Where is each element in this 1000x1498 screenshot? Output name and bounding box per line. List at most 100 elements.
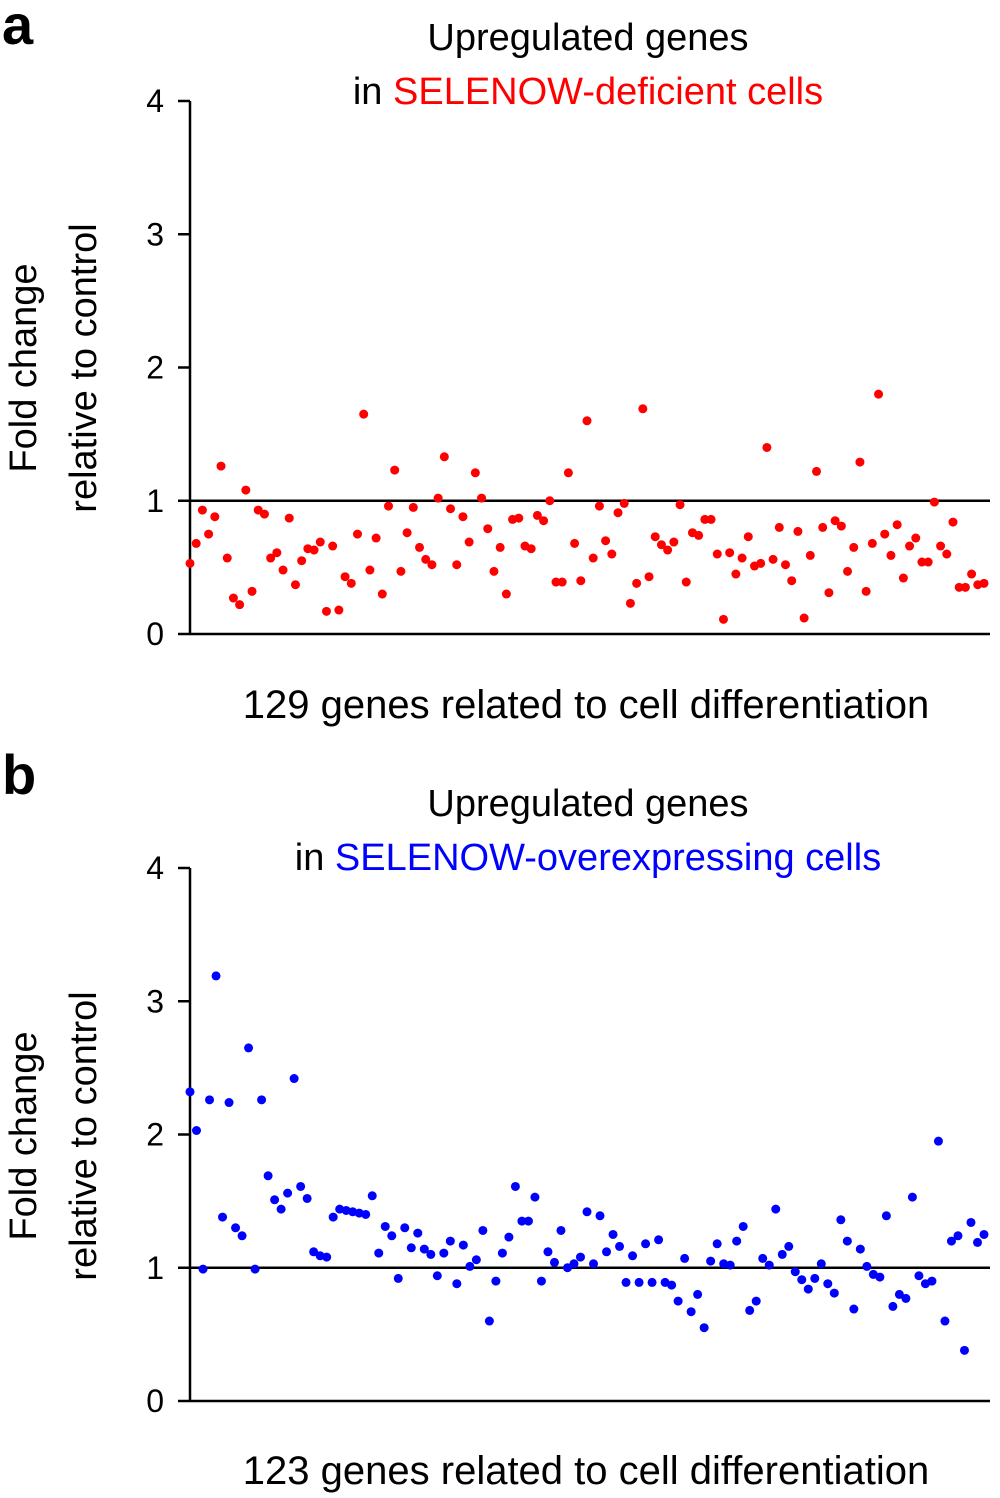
panel-a-data-point xyxy=(812,466,822,476)
panel-a-data-point xyxy=(334,605,344,615)
panel-a-data-point xyxy=(936,541,946,551)
panel-b-data-point xyxy=(237,1231,247,1241)
panel-b-data-point xyxy=(667,1280,677,1290)
panel-a-xlabel: 129 genes related to cell differentiatio… xyxy=(243,683,929,727)
panel-b-data-point xyxy=(283,1188,293,1198)
panel-b-data-point xyxy=(712,1239,722,1249)
panel-b-data-point xyxy=(198,1264,208,1274)
panel-b-data-point xyxy=(641,1239,651,1249)
panel-b-letter: b xyxy=(2,743,36,806)
panel-a-data-point xyxy=(793,526,803,536)
panel-a-y-tick-label: 0 xyxy=(146,616,164,652)
panel-b-data-point xyxy=(673,1296,683,1306)
panel-b-data-point xyxy=(361,1209,371,1219)
panel-b-data-point xyxy=(654,1235,664,1245)
panel-b-data-point xyxy=(185,1087,195,1097)
panel-a-data-point xyxy=(563,468,573,478)
panel-a-data-point xyxy=(365,565,375,575)
panel-a-data-point xyxy=(725,548,735,558)
panel-a-data-point xyxy=(656,540,666,550)
panel-b-data-point xyxy=(400,1223,410,1233)
panel-a-data-point xyxy=(210,512,220,522)
panel-a-data-point xyxy=(495,542,505,552)
panel-a-data-point xyxy=(960,582,970,592)
panel-b-data-point xyxy=(966,1217,976,1227)
panel-b: b Upregulated genes in SELENOW-overexpre… xyxy=(2,743,990,1493)
panel-a-data-point xyxy=(501,589,511,599)
panel-a-title-line2: in SELENOW-deficient cells xyxy=(353,71,823,113)
panel-a-data-point xyxy=(570,538,580,548)
panel-b-data-point xyxy=(374,1248,384,1258)
panel-b-data-point xyxy=(959,1345,969,1355)
panel-a-data-point xyxy=(216,461,226,471)
panel-b-data-point xyxy=(458,1240,468,1250)
panel-a-data-point xyxy=(185,558,195,568)
panel-a-data-point xyxy=(675,500,685,510)
panel-b-data-point xyxy=(933,1136,943,1146)
panel-a-y-tick-label: 2 xyxy=(146,350,164,386)
panel-a-data-point xyxy=(315,537,325,547)
panel-b-data-point xyxy=(380,1221,390,1231)
panel-b-data-point xyxy=(972,1237,982,1247)
panel-b-data-point xyxy=(680,1253,690,1263)
panel-a-data-point xyxy=(861,586,871,596)
panel-b-data-point xyxy=(589,1259,599,1269)
panel-a-data-point xyxy=(768,554,778,564)
panel-a-data-point xyxy=(836,521,846,531)
panel-a-data-point xyxy=(650,532,660,542)
panel-b-data-point xyxy=(647,1277,657,1287)
panel-b-data-point xyxy=(263,1171,273,1181)
panel-a-data-point xyxy=(384,501,393,511)
panel-b-data-point xyxy=(465,1261,475,1271)
panel-b-data-point xyxy=(693,1289,703,1299)
panel-b-data-point xyxy=(491,1276,501,1286)
panel-b-data-point xyxy=(758,1253,768,1263)
panel-b-y-tick-label: 2 xyxy=(146,1117,164,1153)
panel-a-data-point xyxy=(905,541,915,551)
panel-a-data-point xyxy=(247,586,257,596)
panel-a-data-point xyxy=(638,404,648,414)
panel-a-data-point xyxy=(818,522,828,532)
panel-b-data-point xyxy=(764,1260,774,1270)
panel-a-data-point xyxy=(526,544,536,554)
panel-a-data-point xyxy=(613,508,623,518)
panel-a-data-point xyxy=(743,532,753,542)
panel-a-data-point xyxy=(917,557,927,567)
panel-a-data-point xyxy=(328,541,338,551)
panel-b-data-point xyxy=(706,1256,716,1266)
panel-b-data-point xyxy=(810,1273,820,1283)
panel-a-data-point xyxy=(669,537,679,547)
panel-a-data-point xyxy=(632,578,642,588)
panel-b-data-point xyxy=(946,1236,956,1246)
panel-a-data-point xyxy=(452,560,462,570)
panel-a-data-point xyxy=(588,553,598,563)
panel-a-data-point xyxy=(582,416,592,426)
panel-a-data-point xyxy=(235,600,245,610)
panel-b-data-point xyxy=(849,1304,859,1314)
panel-b-data-point xyxy=(725,1260,735,1270)
panel-b-data-point xyxy=(862,1261,872,1271)
panel-a-data-point xyxy=(464,537,474,547)
panel-b-data-point xyxy=(953,1231,963,1241)
panel-b-data-point xyxy=(484,1316,494,1326)
panel-b-data-point xyxy=(907,1192,917,1202)
panel-b-data-point xyxy=(328,1212,338,1222)
panel-a-data-point xyxy=(272,548,282,558)
panel-a-data-point xyxy=(228,593,238,603)
panel-a-y-tick-label: 1 xyxy=(146,483,164,519)
panel-a-data-point xyxy=(700,514,710,524)
panel-b-data-point xyxy=(797,1275,807,1285)
panel-a-data-point xyxy=(607,549,617,559)
panel-a-data-point xyxy=(489,566,499,576)
panel-a-data-point xyxy=(712,549,722,559)
panel-b-data-point xyxy=(504,1232,514,1242)
panel-a-data-point xyxy=(576,576,586,586)
panel-b-data-point xyxy=(823,1279,833,1289)
panel-a-data-point xyxy=(377,589,387,599)
panel-a-data-point xyxy=(948,517,958,527)
panel-a-data-point xyxy=(756,558,766,568)
panel-a-data-point xyxy=(874,389,884,399)
panel-a-data-point xyxy=(359,409,369,419)
panel-a-data-point xyxy=(222,553,232,563)
panel-b-title-line2: in SELENOW-overexpressing cells xyxy=(295,837,881,879)
